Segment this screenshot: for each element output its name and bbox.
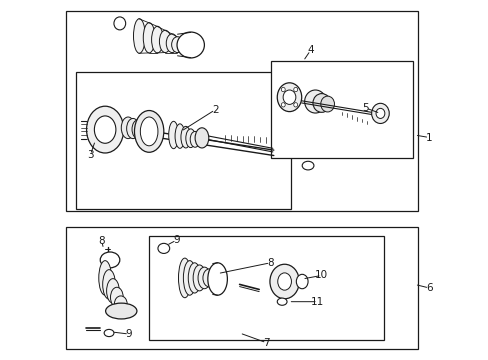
Ellipse shape	[168, 121, 178, 149]
Ellipse shape	[193, 265, 205, 291]
Ellipse shape	[158, 243, 169, 253]
Ellipse shape	[140, 117, 158, 146]
Ellipse shape	[281, 103, 285, 107]
Ellipse shape	[183, 261, 196, 295]
Ellipse shape	[99, 261, 111, 295]
Ellipse shape	[304, 90, 325, 113]
Ellipse shape	[100, 252, 120, 268]
Ellipse shape	[178, 258, 191, 298]
Text: 4: 4	[306, 45, 313, 55]
Ellipse shape	[132, 120, 143, 139]
Ellipse shape	[151, 26, 163, 53]
Ellipse shape	[94, 116, 116, 143]
Ellipse shape	[281, 87, 285, 92]
Ellipse shape	[114, 296, 127, 312]
Ellipse shape	[371, 103, 388, 123]
Ellipse shape	[114, 17, 125, 30]
Text: 11: 11	[310, 297, 324, 307]
Ellipse shape	[126, 118, 139, 139]
Ellipse shape	[312, 94, 330, 112]
Text: 7: 7	[263, 338, 269, 348]
Ellipse shape	[293, 103, 297, 107]
Text: 8: 8	[266, 258, 273, 268]
Ellipse shape	[185, 129, 195, 148]
FancyBboxPatch shape	[66, 11, 417, 211]
Text: 1: 1	[425, 132, 432, 143]
Text: 5: 5	[362, 103, 368, 113]
FancyBboxPatch shape	[271, 61, 412, 158]
Ellipse shape	[296, 274, 307, 289]
Ellipse shape	[175, 124, 184, 148]
Ellipse shape	[177, 32, 204, 58]
Ellipse shape	[86, 106, 123, 153]
Ellipse shape	[302, 161, 313, 170]
Ellipse shape	[320, 96, 334, 112]
Ellipse shape	[190, 131, 200, 147]
Ellipse shape	[203, 269, 215, 287]
Ellipse shape	[105, 303, 137, 319]
Ellipse shape	[277, 298, 286, 305]
Ellipse shape	[121, 117, 135, 139]
Ellipse shape	[198, 267, 210, 289]
Text: 10: 10	[315, 270, 327, 280]
Ellipse shape	[181, 126, 190, 148]
Text: 2: 2	[211, 105, 218, 115]
Ellipse shape	[159, 30, 171, 53]
Ellipse shape	[134, 111, 163, 152]
Ellipse shape	[106, 279, 119, 303]
Ellipse shape	[102, 270, 115, 299]
Ellipse shape	[195, 128, 208, 148]
Ellipse shape	[133, 19, 145, 53]
Ellipse shape	[269, 264, 299, 299]
Text: 9: 9	[173, 235, 180, 245]
Text: 8: 8	[98, 236, 105, 246]
FancyBboxPatch shape	[149, 236, 383, 340]
Ellipse shape	[283, 90, 295, 104]
Ellipse shape	[207, 263, 227, 295]
Ellipse shape	[375, 108, 384, 118]
Text: 3: 3	[87, 150, 94, 160]
FancyBboxPatch shape	[76, 72, 290, 209]
Ellipse shape	[143, 23, 155, 53]
Ellipse shape	[166, 34, 178, 53]
Ellipse shape	[277, 83, 301, 112]
Ellipse shape	[277, 273, 291, 290]
Ellipse shape	[104, 329, 114, 337]
FancyBboxPatch shape	[66, 227, 417, 349]
Text: 9: 9	[125, 329, 132, 339]
Ellipse shape	[188, 263, 201, 293]
Ellipse shape	[171, 37, 183, 53]
Text: 6: 6	[425, 283, 432, 293]
Ellipse shape	[110, 287, 123, 307]
Ellipse shape	[293, 87, 297, 92]
